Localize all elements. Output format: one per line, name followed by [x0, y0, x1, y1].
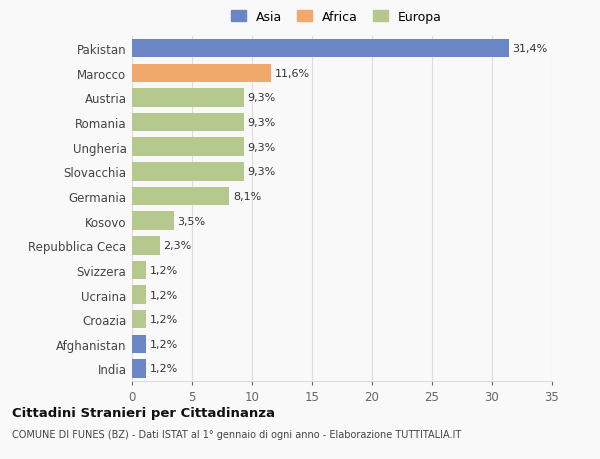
Bar	[132, 236, 160, 255]
Text: 9,3%: 9,3%	[247, 142, 275, 152]
Bar	[132, 64, 271, 83]
Text: 31,4%: 31,4%	[512, 44, 548, 54]
Bar	[132, 310, 146, 329]
Text: Cittadini Stranieri per Cittadinanza: Cittadini Stranieri per Cittadinanza	[12, 406, 275, 419]
Bar	[132, 212, 174, 230]
Bar	[132, 40, 509, 58]
Text: 1,2%: 1,2%	[150, 339, 178, 349]
Text: 9,3%: 9,3%	[247, 167, 275, 177]
Text: 1,2%: 1,2%	[150, 265, 178, 275]
Bar	[132, 285, 146, 304]
Bar	[132, 261, 146, 280]
Bar	[132, 335, 146, 353]
Text: 1,2%: 1,2%	[150, 290, 178, 300]
Text: 9,3%: 9,3%	[247, 93, 275, 103]
Text: 9,3%: 9,3%	[247, 118, 275, 128]
Text: 1,2%: 1,2%	[150, 364, 178, 374]
Text: 11,6%: 11,6%	[275, 68, 310, 78]
Text: 3,5%: 3,5%	[178, 216, 206, 226]
Text: 2,3%: 2,3%	[163, 241, 191, 251]
Bar	[132, 89, 244, 107]
Text: 8,1%: 8,1%	[233, 191, 261, 202]
Bar	[132, 163, 244, 181]
Text: COMUNE DI FUNES (BZ) - Dati ISTAT al 1° gennaio di ogni anno - Elaborazione TUTT: COMUNE DI FUNES (BZ) - Dati ISTAT al 1° …	[12, 429, 461, 439]
Text: 1,2%: 1,2%	[150, 314, 178, 325]
Bar	[132, 138, 244, 157]
Bar	[132, 113, 244, 132]
Bar	[132, 187, 229, 206]
Legend: Asia, Africa, Europa: Asia, Africa, Europa	[228, 9, 444, 27]
Bar	[132, 359, 146, 378]
